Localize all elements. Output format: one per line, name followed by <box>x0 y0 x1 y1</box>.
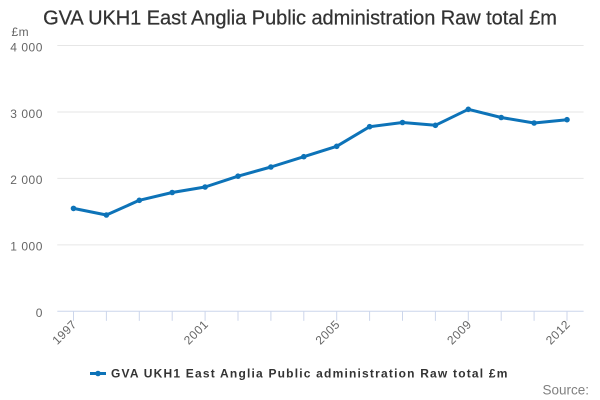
svg-text:0: 0 <box>36 306 43 320</box>
svg-text:4 000: 4 000 <box>10 40 43 54</box>
svg-text:Source:: Source: <box>542 383 589 398</box>
svg-text:1 000: 1 000 <box>10 240 43 254</box>
svg-text:GVA UKH1 East Anglia Public ad: GVA UKH1 East Anglia Public administrati… <box>43 8 557 30</box>
svg-text:GVA UKH1 East Anglia Public ad: GVA UKH1 East Anglia Public administrati… <box>111 367 509 381</box>
svg-text:2 000: 2 000 <box>10 173 43 187</box>
svg-text:£m: £m <box>12 25 30 39</box>
svg-text:3 000: 3 000 <box>10 107 43 121</box>
